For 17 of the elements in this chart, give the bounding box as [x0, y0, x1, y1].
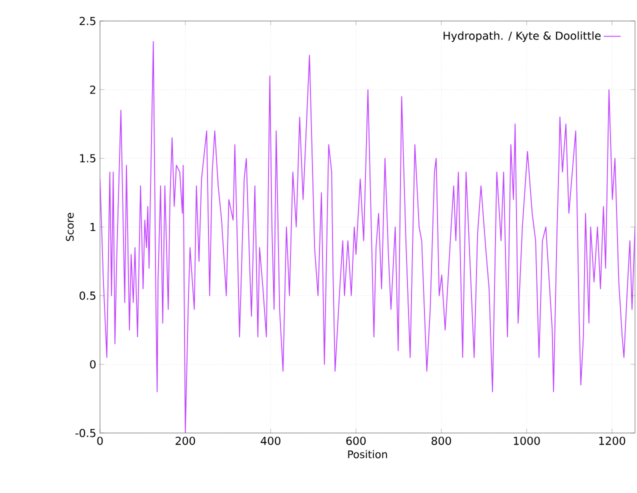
x-axis-title: Position	[348, 450, 387, 458]
x-tick-label: 200	[176, 436, 196, 445]
x-tick-label: 1200	[599, 436, 626, 445]
x-tick-label: 600	[346, 436, 366, 445]
y-tick-label: 1	[90, 223, 96, 231]
y-tick-label: 0	[90, 360, 96, 368]
y-tick-label: -0.5	[75, 428, 96, 438]
y-tick-label: 1.5	[80, 154, 96, 162]
legend-label: Hydropath. / Kyte & Doolittle	[444, 31, 601, 42]
y-tick-label: 2	[90, 86, 96, 94]
x-tick-label: 0	[97, 436, 103, 445]
y-tick-label: 2.5	[80, 16, 96, 26]
y-axis-title: Score	[66, 212, 74, 241]
x-tick-label: 800	[432, 436, 452, 445]
x-tick-label: 1000	[514, 436, 540, 445]
x-tick-label: 400	[260, 436, 280, 445]
y-tick-label: 0.5	[80, 292, 96, 300]
